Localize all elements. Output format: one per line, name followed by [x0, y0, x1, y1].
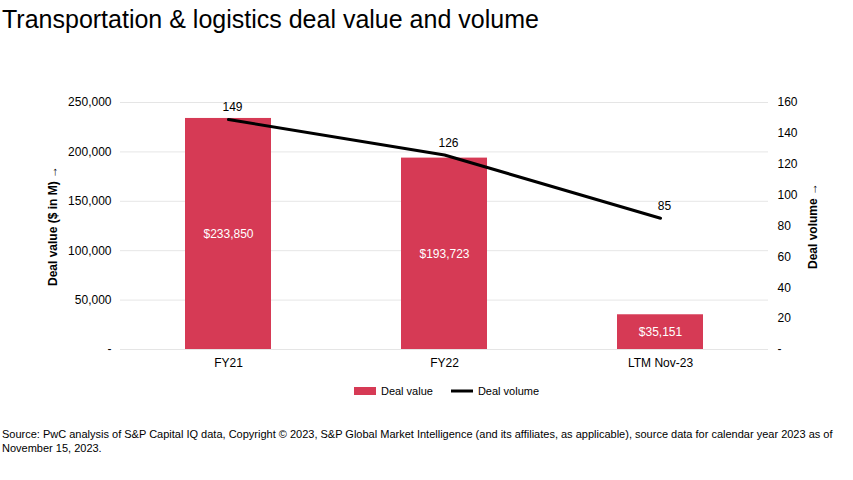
html-text:Deal volume: Deal volume [477, 385, 540, 397]
svg-text:120: 120 [778, 157, 798, 171]
html-text:Deal value: Deal value [380, 385, 433, 397]
svg-text:FY22: FY22 [430, 356, 459, 370]
svg-text:$35,151: $35,151 [639, 325, 683, 339]
svg-text:200,000: 200,000 [68, 145, 112, 159]
svg-text:149: 149 [222, 100, 242, 114]
html-text:Source: PwC analysis of S&P Ca: Source: PwC analysis of S&P Capital IQ d… [2, 428, 833, 454]
svg-text:100,000: 100,000 [68, 244, 112, 258]
svg-text:-: - [778, 342, 782, 356]
svg-text:160: 160 [778, 95, 798, 109]
svg-text:FY21: FY21 [214, 356, 243, 370]
svg-text:60: 60 [778, 250, 792, 264]
svg-text:150,000: 150,000 [68, 194, 112, 208]
svg-text:80: 80 [778, 219, 792, 233]
svg-text:250,000: 250,000 [68, 95, 112, 109]
svg-text:50,000: 50,000 [75, 293, 112, 307]
svg-text:$193,723: $193,723 [419, 247, 469, 261]
svg-text:140: 140 [778, 126, 798, 140]
svg-text:100: 100 [778, 188, 798, 202]
svg-text:Deal volume →: Deal volume → [806, 183, 820, 269]
svg-text:85: 85 [658, 199, 672, 213]
svg-text:40: 40 [778, 281, 792, 295]
html-text:Transportation & logistics dea: Transportation & logistics deal value an… [2, 5, 539, 33]
svg-text:126: 126 [438, 136, 458, 150]
svg-text:-: - [108, 342, 112, 356]
svg-text:Deal value ($ in M) →: Deal value ($ in M) → [46, 166, 60, 286]
svg-text:20: 20 [778, 311, 792, 325]
svg-text:$233,850: $233,850 [203, 227, 253, 241]
svg-text:LTM Nov-23: LTM Nov-23 [628, 356, 693, 370]
